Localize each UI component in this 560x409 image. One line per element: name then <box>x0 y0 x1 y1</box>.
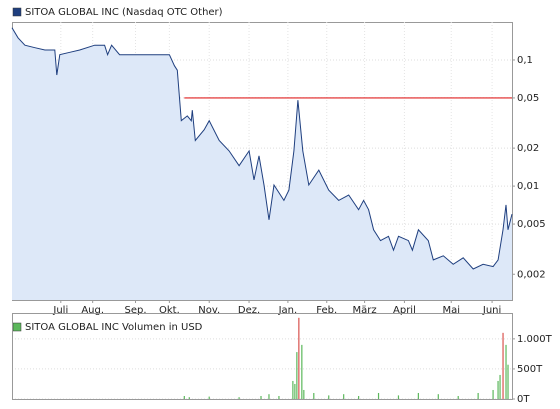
y-tick-label: 1.000T <box>517 334 553 345</box>
x-tick-label: Okt. <box>159 305 180 316</box>
y-tick-label: 500T <box>517 364 543 375</box>
volume-bar <box>397 395 400 399</box>
volume-bar <box>457 395 459 399</box>
volume-bar <box>492 389 494 399</box>
x-tick-label: Jan. <box>278 305 298 316</box>
volume-bar <box>313 392 315 399</box>
legend-label: SITOA GLOBAL INC (Nasdaq OTC Other) <box>25 7 223 18</box>
price-line <box>11 27 513 270</box>
volume-bar <box>301 344 303 399</box>
volume-bar <box>292 380 294 399</box>
volume-panel-frame <box>12 313 513 400</box>
volume-bar <box>268 394 270 399</box>
volume-bar <box>294 383 296 399</box>
volume-bar <box>303 389 305 399</box>
volume-bar <box>260 395 262 399</box>
volume-bar <box>343 394 345 399</box>
volume-bar <box>377 392 380 399</box>
y-tick-label: 0,1 <box>517 55 533 66</box>
x-tick-label: Juni <box>482 305 501 316</box>
x-tick-label: Feb. <box>316 305 337 316</box>
x-tick-label: Nov. <box>198 305 220 316</box>
x-tick-label: März <box>353 305 377 316</box>
volume-bar <box>188 397 190 399</box>
volume-bar <box>477 392 479 399</box>
x-tick-label: Aug. <box>81 305 104 316</box>
volume-bar <box>417 392 419 399</box>
y-tick-label: 0T <box>517 394 530 405</box>
x-tick-label: Juli <box>52 305 68 316</box>
x-tick-label: Mai <box>442 305 460 316</box>
y-tick-label: 0,05 <box>517 93 539 104</box>
volume-bar <box>328 395 330 399</box>
volume-bar <box>497 380 499 399</box>
x-tick-label: Dez. <box>238 305 260 316</box>
volume-bar <box>298 317 300 399</box>
volume-bar <box>183 395 185 399</box>
y-tick-label: 0,002 <box>517 269 546 280</box>
x-tick-label: April <box>393 305 416 316</box>
volume-bar <box>296 352 298 399</box>
volume-bar <box>507 364 509 399</box>
x-tick-label: Sep. <box>124 305 146 316</box>
volume-bar <box>499 374 501 399</box>
volume-bar <box>238 397 240 399</box>
volume-bar <box>437 394 439 399</box>
area-fill <box>12 27 512 301</box>
y-tick-label: 0,01 <box>517 181 539 192</box>
legend-swatch <box>12 322 22 332</box>
legend-label: SITOA GLOBAL INC Volumen in USD <box>25 322 203 333</box>
volume-bar <box>505 344 507 399</box>
volume-bar <box>502 332 504 399</box>
volume-bar <box>358 395 360 399</box>
y-tick-label: 0,02 <box>517 143 539 154</box>
volume-bar <box>208 396 210 399</box>
y-tick-label: 0,005 <box>517 219 546 230</box>
legend-swatch <box>12 7 22 17</box>
volume-bar <box>278 395 280 399</box>
